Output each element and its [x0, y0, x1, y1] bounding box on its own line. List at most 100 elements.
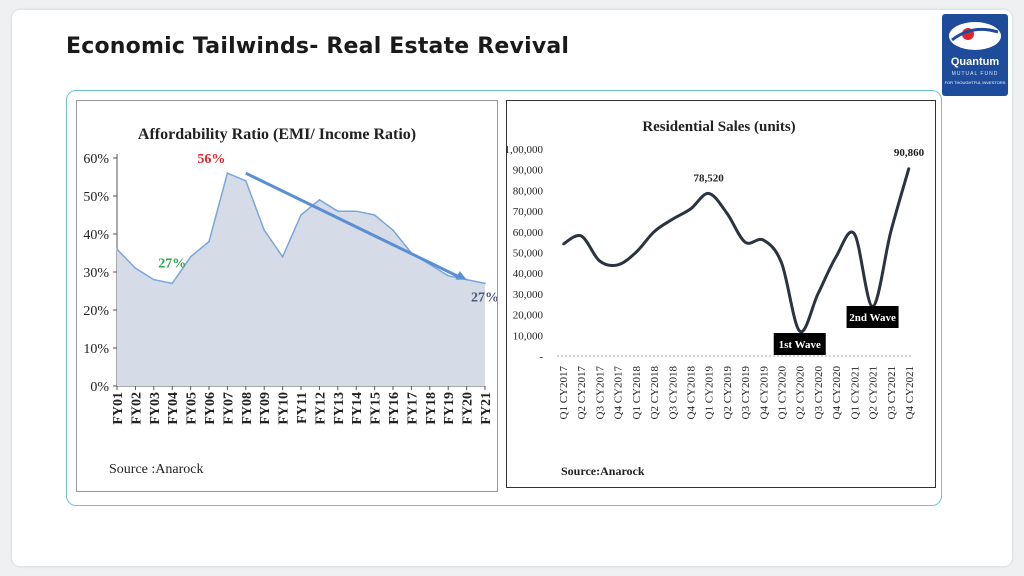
- y-tick-label: 60,000: [513, 227, 544, 239]
- x-tick-label: Q1 CY2018: [631, 366, 643, 420]
- sales-point: [853, 233, 856, 235]
- affordability-point: [300, 214, 302, 216]
- affordability-point: [189, 256, 192, 258]
- x-tick-label: Q4 CY2017: [613, 366, 625, 420]
- y-tick-label: 80,000: [513, 185, 544, 197]
- wave-callout-box: [846, 306, 899, 328]
- y-tick-label: 30%: [83, 266, 109, 281]
- sales-line: [562, 167, 911, 334]
- wave-callout-box: [773, 333, 826, 355]
- affordability-area: [117, 173, 485, 386]
- affordability-point: [134, 267, 137, 269]
- wave-callout-label: 1st Wave: [779, 339, 821, 351]
- sales-point: [817, 293, 819, 295]
- affordability-point: [318, 199, 321, 201]
- x-tick-label: FY01: [111, 392, 126, 425]
- trend-arrow-line: [245, 171, 462, 279]
- x-tick-label: FY21: [479, 392, 494, 425]
- sales-point: [744, 241, 746, 243]
- x-tick-label: FY19: [442, 392, 457, 425]
- sales-point: [798, 330, 801, 332]
- x-tick-label: FY12: [313, 392, 328, 425]
- y-tick-label: 20,000: [513, 310, 544, 322]
- chart-source: Source:Anarock: [561, 464, 645, 478]
- y-tick-label: -: [539, 351, 543, 363]
- x-tick-label: Q3 CY2017: [594, 366, 606, 420]
- logo-subtitle: MUTUAL FUND: [951, 71, 999, 77]
- affordability-point: [337, 210, 339, 212]
- x-tick-label: Q2 CY2021: [868, 366, 880, 419]
- sales-point: [671, 218, 674, 221]
- sales-point: [908, 167, 910, 169]
- sales-point: [689, 208, 692, 210]
- sales-point: [835, 255, 837, 258]
- x-tick-label: FY04: [166, 392, 181, 425]
- affordability-point: [392, 229, 394, 231]
- y-tick-label: 40,000: [513, 268, 544, 280]
- x-tick-label: FY20: [461, 392, 476, 425]
- y-tick-label: 1,00,000: [507, 144, 544, 156]
- y-tick-label: 20%: [83, 304, 109, 319]
- sales-point: [562, 243, 564, 246]
- affordability-chart: Affordability Ratio (EMI/ Income Ratio) 0…: [76, 100, 499, 492]
- sales-point: [762, 239, 765, 241]
- y-tick-label: 70,000: [513, 206, 544, 218]
- chart-title: Affordability Ratio (EMI/ Income Ratio): [138, 126, 416, 143]
- x-tick-label: FY13: [332, 392, 347, 425]
- sales-point: [707, 192, 710, 195]
- x-tick-label: FY08: [240, 392, 255, 425]
- affordability-point: [263, 229, 265, 231]
- logo-tagline: FOR THOUGHTFUL INVESTORS: [944, 80, 1006, 85]
- y-tick-label: 60%: [83, 152, 109, 167]
- x-tick-label: Q3 CY2020: [813, 366, 825, 420]
- x-tick-label: Q2 CY2018: [649, 366, 661, 420]
- x-tick-label: Q3 CY2019: [740, 366, 752, 420]
- x-tick-label: FY05: [185, 392, 200, 425]
- y-tick-label: 10%: [83, 342, 109, 357]
- x-tick-label: Q1 CY2019: [704, 366, 716, 420]
- affordability-point: [116, 248, 118, 250]
- affordability-point: [373, 214, 376, 216]
- sales-point: [726, 212, 728, 214]
- affordability-point: [484, 282, 486, 285]
- x-tick-label: FY06: [203, 392, 218, 425]
- data-label: 78,520: [694, 172, 725, 184]
- logo-brand-text: Quantum: [950, 56, 1000, 68]
- x-tick-label: Q2 CY2019: [722, 366, 734, 420]
- y-tick-label: 30,000: [513, 289, 544, 301]
- x-tick-label: FY07: [221, 392, 236, 425]
- x-tick-label: Q3 CY2018: [667, 366, 679, 420]
- y-tick-label: 0%: [90, 380, 109, 395]
- x-tick-label: Q4 CY2018: [685, 366, 697, 420]
- page-title: Economic Tailwinds- Real Estate Revival: [66, 34, 570, 59]
- data-label: 27%: [158, 256, 186, 271]
- x-tick-label: FY10: [277, 392, 292, 425]
- residential-sales-chart: Residential Sales (units) - 10,000 20,000 30…: [505, 100, 936, 488]
- x-tick-label: FY17: [405, 392, 420, 425]
- data-label: 27%: [471, 290, 497, 305]
- data-label: 56%: [197, 152, 225, 167]
- x-tick-label: Q4 CY2020: [831, 366, 843, 420]
- trend-arrow-head: [455, 270, 467, 280]
- sales-point: [598, 259, 601, 262]
- sales-point: [780, 262, 783, 264]
- chart-title: Residential Sales (units): [642, 119, 795, 135]
- sales-point: [616, 264, 619, 266]
- affordability-point: [208, 240, 210, 243]
- sales-point: [580, 235, 583, 237]
- x-tick-label: FY14: [350, 392, 365, 425]
- sales-point: [635, 251, 637, 254]
- y-tick-label: 40%: [83, 228, 109, 243]
- affordability-chart-svg: Affordability Ratio (EMI/ Income Ratio) 0…: [83, 126, 499, 477]
- logo-emblem-icon: [949, 22, 1001, 50]
- affordability-point: [153, 278, 155, 281]
- affordability-point: [355, 210, 358, 212]
- x-tick-label: Q3 CY2021: [886, 366, 898, 419]
- data-label: 90,860: [894, 147, 925, 159]
- affordability-point: [447, 275, 450, 277]
- wave-callout-label: 2nd Wave: [849, 312, 896, 324]
- x-tick-label: Q1 CY2017: [558, 366, 570, 420]
- y-tick-label: 50,000: [513, 248, 544, 260]
- affordability-point: [226, 172, 229, 174]
- quantum-logo: Quantum MUTUAL FUND FOR THOUGHTFUL INVES…: [942, 14, 1008, 96]
